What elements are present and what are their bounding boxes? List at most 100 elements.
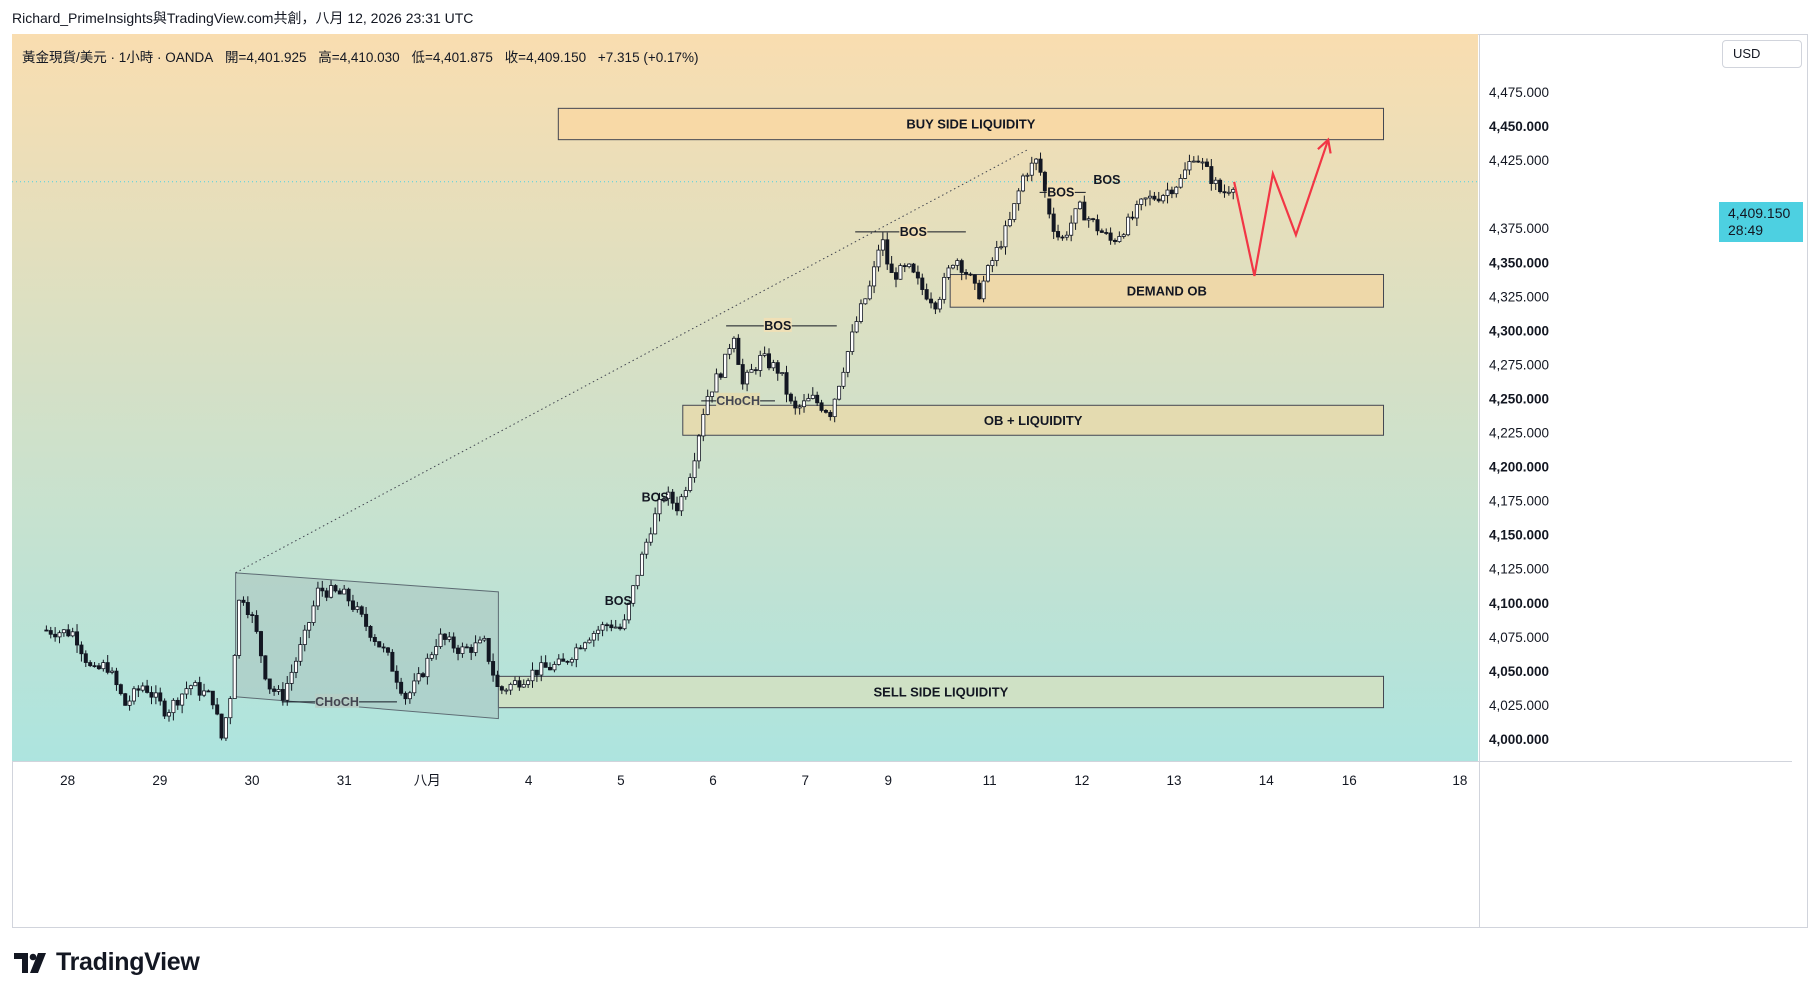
- candle-body-82: [403, 692, 408, 700]
- candle-body-149: [696, 435, 701, 462]
- price-tick-10: 4,200.000: [1489, 460, 1549, 475]
- price-tick-9: 4,225.000: [1489, 426, 1549, 441]
- candle-body-223: [1021, 175, 1026, 192]
- candle-body-188: [867, 285, 872, 300]
- price-tick-15: 4,075.000: [1489, 630, 1549, 645]
- candle-body-179: [828, 411, 833, 418]
- candle-body-194: [894, 272, 899, 280]
- candle-body-164: [762, 353, 767, 356]
- candle-body-15: [110, 670, 115, 673]
- candle-body-34: [193, 682, 198, 687]
- candle-body-36: [202, 690, 207, 696]
- candle-body-129: [609, 624, 614, 629]
- candle-body-2: [53, 633, 58, 638]
- candle-body-56: [289, 671, 294, 684]
- candle-body-132: [622, 619, 627, 630]
- candle-body-197: [907, 263, 912, 268]
- annotation-bos-1: BOS: [642, 491, 669, 505]
- candle-body-233: [1064, 234, 1069, 238]
- candle-body-38: [210, 690, 215, 706]
- candle-body-27: [162, 700, 167, 717]
- time-tick-5: 4: [525, 773, 533, 788]
- candle-body-260: [1183, 169, 1188, 179]
- time-tick-6: 5: [617, 773, 625, 788]
- candle-body-269: [1222, 191, 1227, 194]
- candle-body-261: [1187, 161, 1192, 171]
- candle-body-138: [648, 533, 653, 543]
- price-axis[interactable]: 4,475.000 4,450.000 4,425.000 4,375.000 4,35…: [1489, 85, 1549, 747]
- candle-body-254: [1156, 198, 1161, 202]
- candle-body-189: [872, 266, 877, 287]
- tradingview-logo-icon: [14, 952, 46, 973]
- candle-body-257: [1169, 189, 1174, 195]
- candle-body-146: [683, 490, 688, 498]
- candle-body-66: [333, 585, 338, 592]
- annotation-choch-6: CHoCH: [315, 695, 359, 709]
- candle-body-193: [889, 263, 894, 273]
- candle-body-234: [1069, 222, 1074, 236]
- time-tick-11: 12: [1074, 773, 1089, 788]
- time-axis[interactable]: 28 29 30 31 八月 4 5 6 7 9 11 12 13 14 16 18: [60, 773, 1467, 788]
- candle-body-168: [780, 372, 785, 374]
- brand-logo[interactable]: TradingView: [14, 948, 200, 977]
- currency-button[interactable]: USD: [1722, 40, 1802, 68]
- candle-body-242: [1104, 232, 1109, 234]
- candle-body-225: [1029, 162, 1034, 176]
- candle-body-52: [272, 688, 277, 692]
- candle-body-1: [48, 630, 53, 635]
- candle-body-92: [447, 636, 452, 640]
- candle-body-219: [1003, 225, 1008, 248]
- zone-box-3: [497, 675, 1385, 709]
- annotation-bos-2: BOS: [764, 319, 791, 333]
- time-axis-divider: [12, 761, 1792, 762]
- price-chart[interactable]: BUY SIDE LIQUIDITY DEMAND OB OB + LIQUIDIT…: [12, 34, 1792, 927]
- annotations-layer: BOS BOS BOS BOS BOS BOS CHoCH CHoCH: [281, 173, 1120, 709]
- candle-body-226: [1034, 158, 1039, 164]
- candle-body-109: [521, 684, 526, 688]
- candle-body-135: [635, 574, 640, 587]
- candle-body-267: [1213, 179, 1218, 184]
- share-caption: Richard_PrimeInsights與TradingView.com共創，…: [12, 10, 474, 26]
- candle-body-169: [784, 372, 789, 395]
- candle-body-227: [1038, 158, 1043, 173]
- candle-body-165: [766, 353, 771, 369]
- candle-body-73: [364, 613, 369, 627]
- candle-body-211: [968, 273, 973, 276]
- candle-body-117: [556, 658, 561, 665]
- candle-body-4: [61, 629, 66, 634]
- high-value: 高=4,410.030: [318, 50, 400, 65]
- trend-line: [235, 148, 1029, 574]
- candle-body-185: [854, 321, 859, 333]
- candle-body-30: [175, 699, 180, 706]
- candle-body-207: [950, 264, 955, 269]
- price-tick-12: 4,150.000: [1489, 528, 1549, 543]
- candle-body-213: [977, 282, 982, 300]
- candle-body-96: [464, 646, 469, 649]
- candle-body-111: [530, 669, 535, 682]
- candle-body-235: [1073, 208, 1078, 224]
- candle-body-81: [399, 681, 404, 694]
- candle-body-249: [1134, 204, 1139, 219]
- candle-body-0: [44, 629, 49, 632]
- candle-body-62: [315, 587, 320, 607]
- candle-body-40: [219, 713, 224, 739]
- candle-body-141: [661, 498, 666, 501]
- candle-body-90: [438, 633, 443, 647]
- candle-body-183: [845, 351, 850, 373]
- candle-body-29: [171, 699, 176, 714]
- candle-body-48: [254, 615, 259, 632]
- price-tick-0: 4,475.000: [1489, 85, 1549, 100]
- price-tick-14: 4,100.000: [1489, 596, 1549, 611]
- candle-body-173: [802, 400, 807, 408]
- last-price-tag: 4,409.150 28:49: [1719, 202, 1803, 242]
- candle-body-59: [302, 629, 307, 645]
- candle-body-171: [793, 400, 798, 409]
- projection-arrow-head: [1317, 137, 1332, 154]
- candle-body-12: [96, 665, 101, 670]
- candle-body-160: [745, 371, 750, 385]
- symbol-label[interactable]: 黃金現貨/美元 · 1小時 · OANDA: [22, 50, 214, 65]
- candle-body-115: [548, 666, 553, 671]
- candle-body-180: [832, 398, 837, 418]
- channel-layer: [12, 148, 1478, 720]
- candle-body-271: [1231, 189, 1236, 193]
